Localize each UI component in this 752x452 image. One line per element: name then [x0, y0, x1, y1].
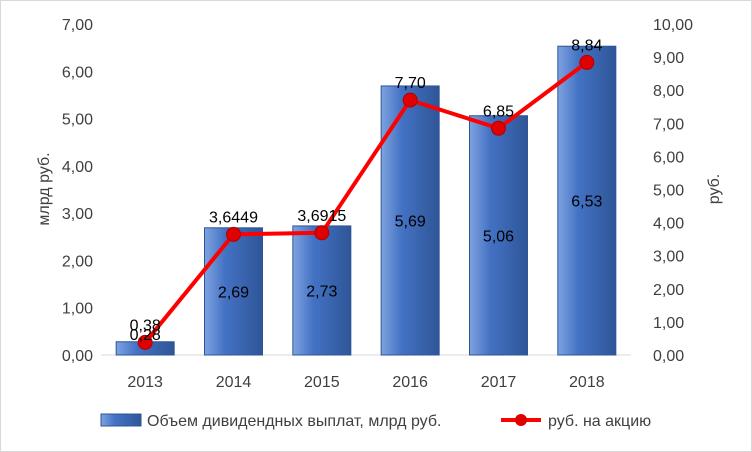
- bar-value-label: 2,69: [218, 284, 249, 301]
- data-labels: 0,28 2,69 2,73 5,69 5,06 6,53 0,38 3,6449 3,6915…: [130, 37, 603, 343]
- legend-bar-swatch: [100, 413, 142, 427]
- y2-tick-label: 2,00: [653, 282, 684, 299]
- y-axis-title: млрд руб.: [36, 152, 53, 225]
- line-series: [137, 54, 595, 350]
- y-tick-label: 0,00: [62, 348, 93, 365]
- line-point: [402, 92, 418, 108]
- y-tick-label: 4,00: [62, 159, 93, 176]
- line-point: [137, 334, 153, 350]
- x-tick-label: 2014: [216, 374, 252, 391]
- y-tick-label: 6,00: [62, 64, 93, 81]
- y2-tick-label: 4,00: [653, 216, 684, 233]
- bar: [469, 115, 528, 356]
- y2-tick-label: 1,00: [653, 315, 684, 332]
- y2-tick-label: 3,00: [653, 249, 684, 266]
- y-tick-label: 2,00: [62, 253, 93, 270]
- bar: [557, 45, 617, 356]
- line-point: [226, 226, 241, 242]
- line-point: [579, 54, 595, 70]
- legend: Объем дивидендных выплат, млрд руб. руб. …: [100, 413, 651, 430]
- x-tick-label: 2013: [127, 374, 163, 391]
- line-value-label: 3,6915: [297, 208, 346, 225]
- bar-value-label: 2,73: [306, 283, 337, 300]
- y-tick-label: 1,00: [62, 301, 93, 318]
- legend-line-label: руб. на акцию: [548, 413, 651, 430]
- line-value-label: 8,84: [571, 37, 602, 54]
- bar: [204, 227, 263, 356]
- y2-tick-label: 9,00: [653, 50, 684, 67]
- x-tick-label: 2015: [304, 374, 340, 391]
- bar: [292, 225, 352, 356]
- x-tick-label: 2016: [392, 374, 428, 391]
- line-value-label: 6,85: [483, 103, 514, 120]
- legend-line-marker: [515, 414, 527, 426]
- bar-value-label: 0,28: [130, 327, 161, 344]
- y2-tick-label: 6,00: [653, 149, 684, 166]
- legend-bar-label: Объем дивидендных выплат, млрд руб.: [147, 413, 441, 430]
- line-value-label: 0,38: [130, 317, 161, 334]
- y2-tick-label: 7,00: [653, 116, 684, 133]
- line-point: [491, 120, 506, 136]
- line-value-label: 7,70: [395, 75, 426, 92]
- y-tick-label: 7,00: [62, 17, 93, 34]
- y2-tick-label: 10,00: [653, 17, 693, 34]
- y2-tick-label: 0,00: [653, 348, 684, 365]
- y-tick-label: 5,00: [62, 112, 93, 129]
- y2-axis-title: руб.: [706, 174, 723, 205]
- bar-value-label: 5,06: [483, 228, 514, 245]
- x-tick-label: 2018: [569, 374, 605, 391]
- x-tick-label: 2017: [481, 374, 517, 391]
- bar-value-label: 5,69: [395, 213, 426, 230]
- bar-series: [115, 45, 617, 356]
- y2-tick-label: 8,00: [653, 83, 684, 100]
- y2-tick-label: 5,00: [653, 183, 684, 200]
- axes: 0,00 1,00 2,00 3,00 4,00 5,00 6,00 7,00 0,00 1,00…: [36, 17, 723, 391]
- y-tick-label: 3,00: [62, 206, 93, 223]
- series-line: [143, 60, 589, 344]
- line-value-label: 3,6449: [209, 209, 258, 226]
- bar-value-label: 6,53: [571, 194, 602, 211]
- line-point: [314, 225, 330, 241]
